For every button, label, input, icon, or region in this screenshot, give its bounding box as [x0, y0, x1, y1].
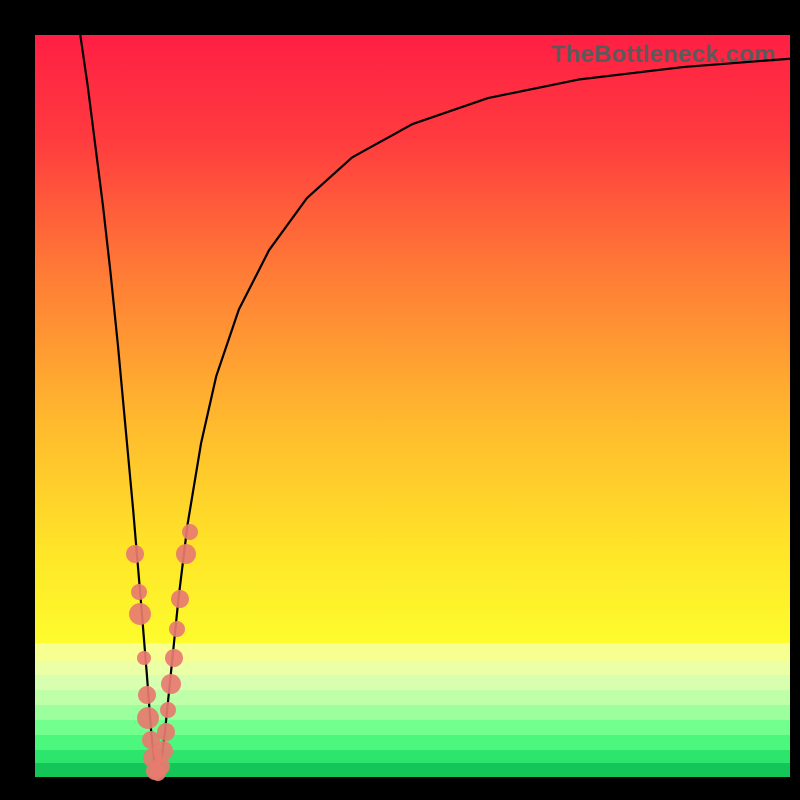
scatter-point	[126, 545, 144, 563]
scatter-point	[129, 603, 151, 625]
curve-path	[80, 35, 790, 777]
plot-area: TheBottleneck.com	[35, 35, 790, 777]
bottleneck-curve	[35, 35, 790, 777]
scatter-point	[157, 723, 175, 741]
scatter-point	[176, 544, 196, 564]
scatter-point	[131, 584, 147, 600]
scatter-point	[137, 651, 151, 665]
scatter-point	[153, 741, 173, 761]
scatter-point	[161, 674, 181, 694]
scatter-point	[138, 686, 156, 704]
scatter-point	[165, 649, 183, 667]
scatter-point	[182, 524, 198, 540]
scatter-point	[160, 702, 176, 718]
chart-frame: TheBottleneck.com	[0, 0, 800, 800]
scatter-point	[171, 590, 189, 608]
scatter-point	[137, 707, 159, 729]
scatter-point	[169, 621, 185, 637]
